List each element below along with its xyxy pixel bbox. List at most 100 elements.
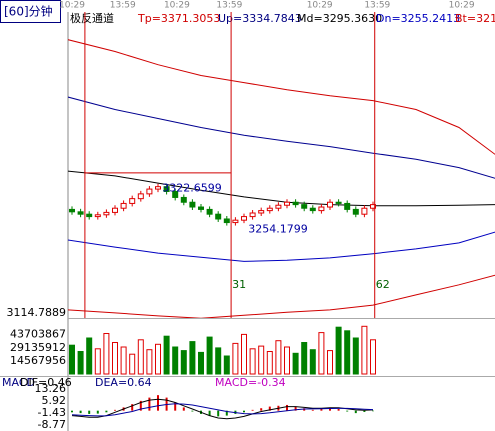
channel-line xyxy=(68,274,495,318)
header-value: Md=3295.3630 xyxy=(297,12,382,25)
candle-body xyxy=(94,214,101,218)
volume-bar xyxy=(258,345,265,375)
volume-bar xyxy=(215,347,222,375)
macd-line xyxy=(71,398,374,420)
volume-bar xyxy=(327,350,333,375)
volume-bar xyxy=(275,340,282,375)
channel-line xyxy=(68,39,495,155)
header-value: Dn=3255.2413 xyxy=(376,12,460,25)
candle-body xyxy=(258,210,265,214)
y-tick-label: 13.26 xyxy=(35,382,67,395)
volume-bar xyxy=(112,342,118,375)
candle-body xyxy=(69,208,75,213)
candle-body xyxy=(361,207,368,215)
candle-body xyxy=(266,207,273,212)
candle-body xyxy=(241,216,247,221)
candle-body xyxy=(163,186,170,192)
candle-body xyxy=(112,207,118,213)
macd-label: DIF=0.46 xyxy=(20,376,72,389)
candle-body xyxy=(232,219,239,224)
period-label[interactable]: [60]分钟 xyxy=(4,4,53,19)
time-label: 10:29 xyxy=(164,1,190,11)
volume-bar xyxy=(77,351,84,375)
y-tick-label: 3114.7889 xyxy=(7,306,67,319)
candle-body xyxy=(137,193,144,200)
period-box[interactable] xyxy=(0,0,61,23)
candle-body xyxy=(301,204,308,209)
volume-bar xyxy=(180,350,187,375)
time-label: 13:59 xyxy=(216,1,242,11)
y-tick-label: 43703867 xyxy=(10,328,66,341)
candle-body xyxy=(206,208,213,215)
volume-bar xyxy=(352,337,359,375)
volume-bar xyxy=(232,342,239,375)
time-label: 13:59 xyxy=(364,1,390,11)
volume-bar xyxy=(172,346,179,375)
macd-line xyxy=(71,403,374,417)
volume-bar xyxy=(370,339,376,375)
volume-bar xyxy=(284,346,290,375)
candle-body xyxy=(189,201,196,208)
volume-bar xyxy=(206,336,213,375)
volume-bar xyxy=(361,325,368,375)
volume-bar xyxy=(86,337,93,375)
volume-bar xyxy=(266,351,273,375)
candle-body xyxy=(129,198,136,204)
volume-bar xyxy=(292,352,299,375)
macd-label: DEA=0.64 xyxy=(95,376,152,389)
candle-body xyxy=(120,202,127,209)
candle-body xyxy=(215,213,222,220)
y-tick-label: 14567956 xyxy=(10,354,66,367)
candle-body xyxy=(335,201,342,204)
header-value: Bt=3218 xyxy=(455,12,495,25)
candle-body xyxy=(103,211,110,216)
volume-bar xyxy=(309,349,316,375)
time-label: 10:29 xyxy=(449,1,475,11)
macd-label: MACD=-0.34 xyxy=(215,376,286,389)
candle-body xyxy=(180,196,187,203)
volume-bar xyxy=(137,339,144,375)
y-tick-label: 29135912 xyxy=(10,341,66,354)
header-value: Tp=3371.3053 xyxy=(137,12,220,25)
candle-body xyxy=(352,208,359,215)
volume-bar xyxy=(198,351,204,375)
y-tick-label: 5.92 xyxy=(42,394,67,407)
time-label: 10:29 xyxy=(307,1,333,11)
candle-body xyxy=(275,204,282,209)
candle-body xyxy=(318,206,325,212)
volume-bar xyxy=(120,346,127,375)
candle-body xyxy=(198,206,204,210)
time-label: 13:59 xyxy=(110,1,136,11)
candle-body xyxy=(223,218,230,224)
candle-body xyxy=(370,204,376,209)
macd-title: MACD xyxy=(2,376,35,389)
volume-bar xyxy=(155,343,161,375)
volume-bar xyxy=(189,341,196,375)
price-annotation: 3254.1799 xyxy=(248,223,307,236)
candle-body xyxy=(292,201,299,206)
volume-bar xyxy=(163,335,170,375)
candle-body xyxy=(86,213,93,218)
candle-body xyxy=(155,186,161,190)
price-annotation: 3322.6599 xyxy=(162,182,222,195)
volume-bar xyxy=(103,333,110,375)
volume-bar xyxy=(94,348,101,375)
candle-body xyxy=(249,212,256,218)
channel-line xyxy=(68,96,495,179)
marker-label: 31 xyxy=(232,278,246,291)
header-value: Up=3334.7843 xyxy=(218,12,302,25)
channel-line xyxy=(68,231,495,262)
volume-bar xyxy=(249,348,256,375)
marker-label: 62 xyxy=(376,278,390,291)
candle-body xyxy=(146,188,153,195)
volume-bar xyxy=(318,332,325,375)
price-panel xyxy=(68,39,495,318)
volume-bar xyxy=(69,344,75,375)
volume-bar xyxy=(146,349,153,375)
time-label: 10:29 xyxy=(59,1,85,11)
volume-bar xyxy=(344,330,351,375)
volume-bar xyxy=(129,353,136,375)
volume-bar xyxy=(241,333,247,375)
candle-body xyxy=(327,201,333,208)
